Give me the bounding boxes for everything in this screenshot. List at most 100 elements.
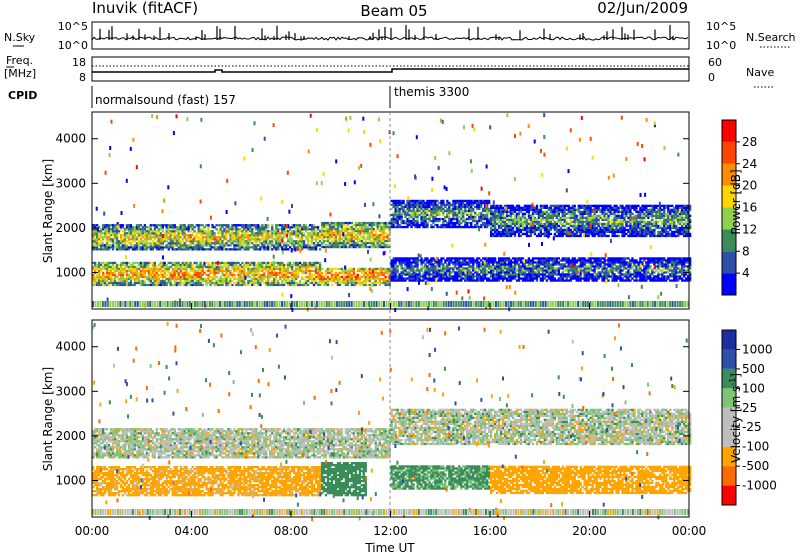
- power-cell: [556, 273, 558, 275]
- power-cell: [237, 228, 239, 230]
- power-cell: [269, 230, 271, 232]
- power-cell: [611, 257, 613, 259]
- power-cell: [462, 269, 464, 271]
- power-cell: [516, 263, 518, 265]
- power-cell: [148, 262, 150, 264]
- power-cell: [639, 271, 641, 273]
- power-cell: [596, 261, 598, 263]
- power-cell: [369, 274, 371, 276]
- power-cell: [285, 244, 287, 246]
- power-cell: [655, 277, 657, 279]
- power-cell: [351, 282, 353, 284]
- power-cell: [303, 244, 305, 246]
- power-cell: [393, 271, 395, 273]
- power-cell: [430, 273, 432, 275]
- power-cell: [196, 278, 198, 280]
- power-cell: [548, 273, 550, 275]
- power-cell: [229, 244, 231, 246]
- power-cell: [217, 268, 219, 270]
- power-cell: [194, 272, 196, 274]
- power-cell: [243, 270, 245, 272]
- power-cell: [289, 236, 291, 238]
- power-cell: [170, 224, 172, 226]
- power-cell: [106, 240, 108, 242]
- power-cell: [482, 267, 484, 269]
- power-cell: [144, 224, 146, 226]
- power-cell: [325, 232, 327, 234]
- power-cell: [643, 271, 645, 273]
- power-cell: [176, 280, 178, 282]
- power-cell: [295, 284, 297, 286]
- power-cell: [496, 269, 498, 271]
- power-cell: [365, 268, 367, 270]
- power-cell: [496, 265, 498, 267]
- power-cell: [609, 269, 611, 271]
- power-cell: [275, 266, 277, 268]
- power-cell: [448, 216, 450, 218]
- power-cell: [104, 246, 106, 248]
- power-cell: [265, 276, 267, 278]
- power-cell: [456, 271, 458, 273]
- power-cell: [259, 276, 261, 278]
- power-cell: [401, 263, 403, 265]
- power-cell: [136, 280, 138, 282]
- power-cell: [428, 261, 430, 263]
- power-cell: [333, 280, 335, 282]
- power-cell: [331, 242, 333, 244]
- power-cell: [200, 268, 202, 270]
- power-cell: [223, 266, 225, 268]
- power-cell: [283, 246, 285, 248]
- power-cell: [408, 277, 410, 279]
- noise-panel: N.Sky 10^5 10^0 10^5 10^0 N.Search: [4, 20, 796, 52]
- power-cell: [317, 282, 319, 284]
- power-cell: [205, 224, 207, 226]
- power-cell: [96, 234, 98, 236]
- power-cell: [134, 266, 136, 268]
- power-cell: [379, 272, 381, 274]
- power-cell: [140, 270, 142, 272]
- power-cell: [257, 244, 259, 246]
- power-cell: [188, 236, 190, 238]
- power-cell: [436, 200, 438, 202]
- power-cell: [528, 273, 530, 275]
- power-cell: [285, 230, 287, 232]
- power-cell: [249, 282, 251, 284]
- power-cell: [508, 273, 510, 275]
- power-cell: [186, 238, 188, 240]
- power-cell: [134, 230, 136, 232]
- power-cell: [110, 224, 112, 226]
- power-cell: [160, 284, 162, 286]
- power-cell: [263, 262, 265, 264]
- power-cell: [601, 275, 603, 277]
- power-cell: [502, 267, 504, 269]
- power-cell: [395, 216, 397, 218]
- power-cell: [408, 222, 410, 224]
- power-cell: [462, 273, 464, 275]
- power-cell: [313, 266, 315, 268]
- power-cell: [426, 259, 428, 261]
- power-cell: [607, 271, 609, 273]
- power-cell: [96, 268, 98, 270]
- power-cell: [452, 277, 454, 279]
- power-cell: [470, 212, 472, 214]
- power-cell: [283, 276, 285, 278]
- power-cell: [273, 238, 275, 240]
- power-cell: [325, 274, 327, 276]
- power-cell: [128, 240, 130, 242]
- power-cell: [430, 202, 432, 204]
- power-cell: [172, 262, 174, 264]
- power-cell: [319, 270, 321, 272]
- power-cell: [211, 272, 213, 274]
- power-cell: [317, 228, 319, 230]
- power-cell: [422, 267, 424, 269]
- power-cell: [277, 238, 279, 240]
- power-cell: [325, 222, 327, 224]
- power-cell: [245, 248, 247, 250]
- power-cell: [98, 266, 100, 268]
- power-cell: [291, 268, 293, 270]
- power-cell: [152, 266, 154, 268]
- power-cell: [309, 278, 311, 280]
- power-cell: [412, 265, 414, 267]
- power-cell: [229, 242, 231, 244]
